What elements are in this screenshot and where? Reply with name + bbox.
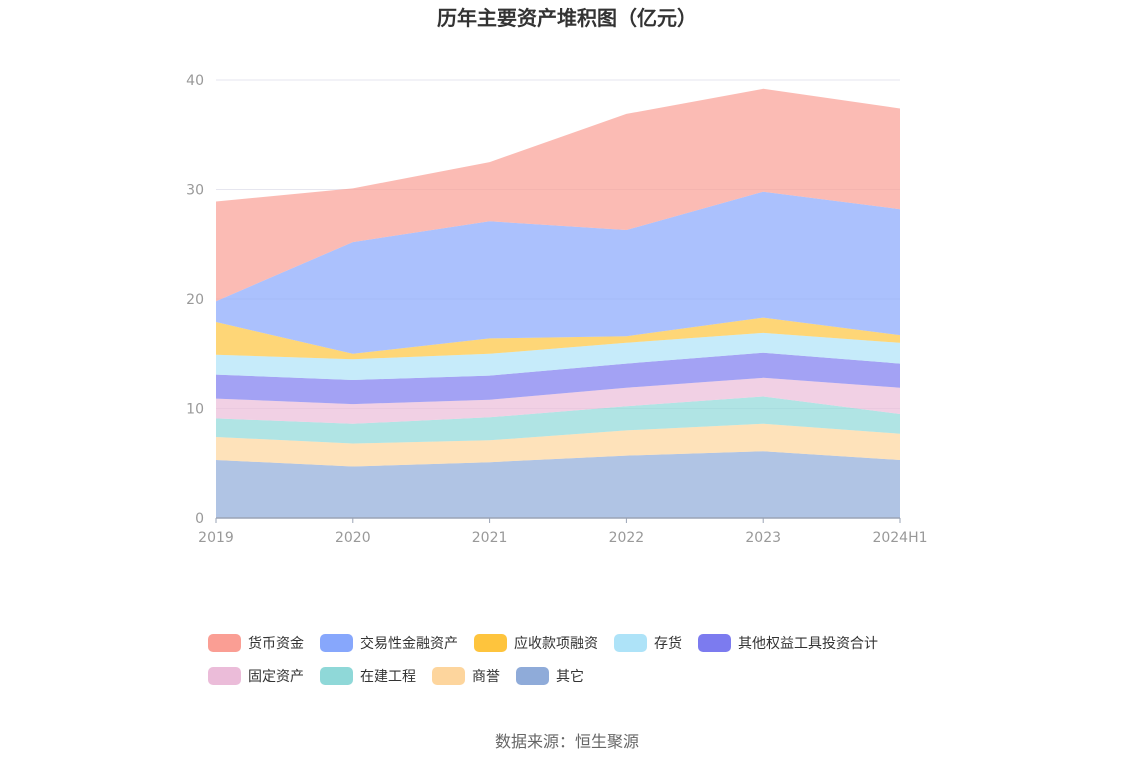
legend-label: 在建工程 [360, 669, 416, 685]
area-series-其它 [216, 451, 900, 518]
x-tick-label: 2019 [198, 530, 234, 546]
x-tick-label: 2024H1 [872, 530, 927, 546]
area-series-交易性金融资产 [216, 191, 900, 354]
legend-item[interactable]: 交易性金融资产 [320, 634, 458, 652]
x-tick-label: 2020 [335, 530, 371, 546]
x-tick-label: 2022 [609, 530, 645, 546]
legend-swatch [698, 634, 731, 652]
area-series-其他权益工具投资合计 [216, 352, 900, 405]
legend-item[interactable]: 其他权益工具投资合计 [698, 634, 878, 652]
y-tick-label: 10 [186, 402, 204, 418]
legend-item[interactable]: 在建工程 [320, 667, 416, 685]
legend-item[interactable]: 商誉 [432, 667, 500, 685]
y-tick-label: 30 [186, 183, 204, 199]
legend-swatch [320, 667, 353, 685]
y-tick-label: 0 [195, 511, 204, 527]
legend-label: 货币资金 [248, 635, 304, 652]
legend-label: 交易性金融资产 [360, 635, 458, 652]
legend-swatch [208, 634, 241, 652]
y-tick-label: 20 [186, 292, 204, 308]
x-tick-label: 2023 [745, 530, 781, 546]
area-series-应收款项融资 [216, 317, 900, 360]
area-series-货币资金 [216, 88, 900, 302]
legend-label: 固定资产 [248, 669, 304, 685]
legend-swatch [614, 634, 647, 652]
legend-item[interactable]: 存货 [614, 634, 682, 652]
x-tick-label: 2021 [472, 530, 508, 546]
area-series-固定资产 [216, 377, 900, 424]
legend-label: 其他权益工具投资合计 [738, 636, 878, 652]
legend-item[interactable]: 应收款项融资 [474, 634, 598, 652]
chart-title: 历年主要资产堆积图（亿元） [437, 6, 697, 30]
legend-label: 商誉 [472, 669, 500, 685]
legend-swatch [432, 667, 465, 685]
y-tick-label: 40 [186, 73, 204, 89]
legend-label: 应收款项融资 [514, 635, 598, 652]
legend-swatch [516, 667, 549, 685]
area-series-存货 [216, 332, 900, 380]
axes: 2019 2020 2021 2022 2023 2024H1 [198, 517, 928, 546]
legend-label: 存货 [654, 635, 682, 652]
area-series-商誉 [216, 423, 900, 467]
data-source: 数据来源：恒生聚源 [495, 732, 639, 751]
legend-swatch [320, 634, 353, 652]
legend-item[interactable]: 其它 [516, 667, 584, 685]
legend-item[interactable]: 货币资金 [208, 634, 304, 652]
legend-swatch [474, 634, 507, 652]
legend-label: 其它 [556, 668, 584, 685]
area-series [216, 88, 900, 518]
area-series-在建工程 [216, 396, 900, 444]
legend-swatch [208, 667, 241, 685]
legend-item[interactable]: 固定资产 [208, 667, 304, 685]
